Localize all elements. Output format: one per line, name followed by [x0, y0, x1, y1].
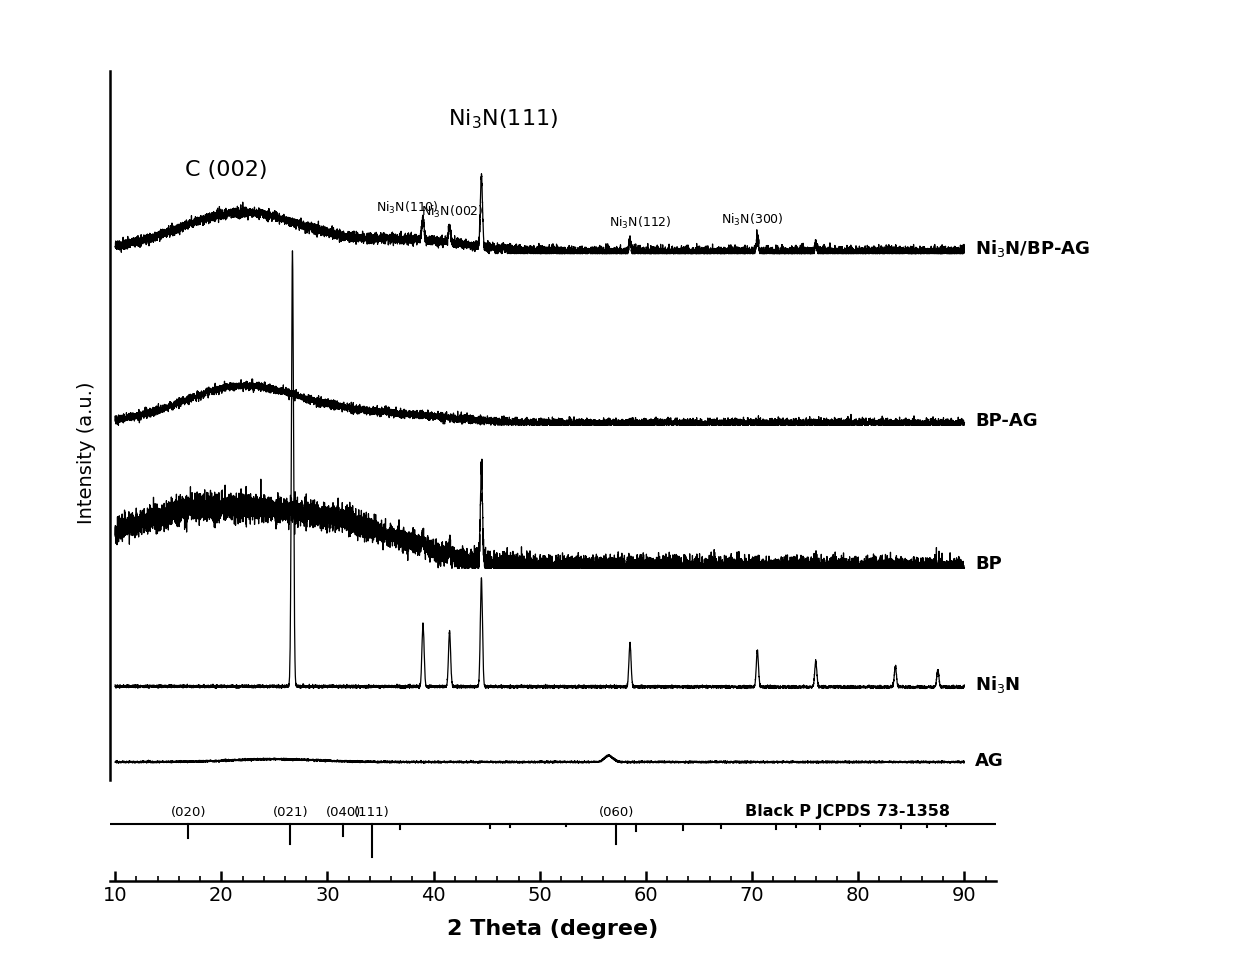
Text: (111): (111) [355, 806, 389, 819]
Y-axis label: Intensity (a.u.): Intensity (a.u.) [77, 381, 95, 524]
Text: Ni$_3$N(110): Ni$_3$N(110) [376, 199, 439, 216]
Text: C (002): C (002) [186, 161, 268, 180]
Text: Ni$_3$N(111): Ni$_3$N(111) [448, 108, 558, 131]
Text: AG: AG [975, 752, 1003, 770]
Text: (020): (020) [171, 806, 206, 819]
Text: Ni$_3$N(112): Ni$_3$N(112) [609, 215, 672, 231]
Text: BP: BP [975, 556, 1002, 573]
Text: (021): (021) [273, 806, 309, 819]
Text: Ni$_3$N/BP-AG: Ni$_3$N/BP-AG [975, 238, 1090, 260]
Text: BP-AG: BP-AG [975, 412, 1038, 430]
Text: Ni$_3$N: Ni$_3$N [975, 674, 1021, 695]
Text: Black P JCPDS 73-1358: Black P JCPDS 73-1358 [745, 804, 950, 819]
Text: (060): (060) [599, 806, 634, 819]
Text: (040): (040) [326, 806, 361, 819]
Text: Ni$_3$N(002): Ni$_3$N(002) [422, 204, 484, 221]
X-axis label: 2 Theta (degree): 2 Theta (degree) [448, 919, 658, 939]
Text: Ni$_3$N(300): Ni$_3$N(300) [720, 212, 784, 229]
